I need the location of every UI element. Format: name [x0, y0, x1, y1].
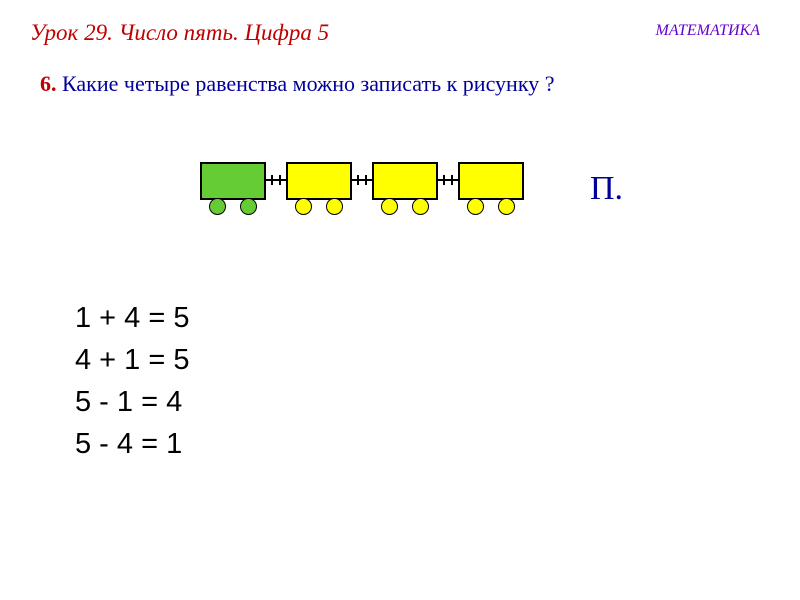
wheel-icon — [467, 198, 484, 215]
equations-list: 1 + 4 = 54 + 1 = 55 - 1 = 45 - 4 = 1 — [0, 272, 800, 465]
wagon-wheels — [209, 198, 257, 215]
question-text: Какие четыре равенства можно записать к … — [57, 71, 555, 96]
wheel-icon — [240, 198, 257, 215]
wagon-group — [372, 162, 438, 215]
wagon — [200, 162, 266, 215]
subject-label: МАТЕМАТИКА — [655, 22, 760, 40]
lesson-title: Урок 29. Число пять. Цифра 5 — [30, 20, 329, 46]
wheel-icon — [295, 198, 312, 215]
wagon-wheels — [381, 198, 429, 215]
wagon-wheels — [295, 198, 343, 215]
wagon-body — [458, 162, 524, 200]
wagon-body — [372, 162, 438, 200]
equation-line: 1 + 4 = 5 — [75, 297, 800, 339]
wheel-icon — [381, 198, 398, 215]
equation-line: 5 - 4 = 1 — [75, 423, 800, 465]
wagon-body — [286, 162, 352, 200]
question-row: 6. Какие четыре равенства можно записать… — [0, 56, 800, 107]
wagon-wheels — [467, 198, 515, 215]
wagon — [286, 162, 352, 215]
train-container — [200, 162, 524, 215]
wheel-icon — [326, 198, 343, 215]
train-section: П. — [0, 162, 800, 252]
wagon — [458, 162, 524, 215]
equation-line: 4 + 1 = 5 — [75, 339, 800, 381]
wheel-icon — [209, 198, 226, 215]
wagon-group — [458, 162, 524, 215]
connector-icon — [437, 179, 459, 181]
wheel-icon — [412, 198, 429, 215]
connector-icon — [351, 179, 373, 181]
wagon-body — [200, 162, 266, 200]
wagon — [372, 162, 438, 215]
wagon-group — [200, 162, 266, 215]
equation-line: 5 - 1 = 4 — [75, 381, 800, 423]
section-label: П. — [590, 170, 623, 208]
question-number: 6. — [40, 71, 57, 96]
wagon-group — [286, 162, 352, 215]
wheel-icon — [498, 198, 515, 215]
connector-icon — [265, 179, 287, 181]
